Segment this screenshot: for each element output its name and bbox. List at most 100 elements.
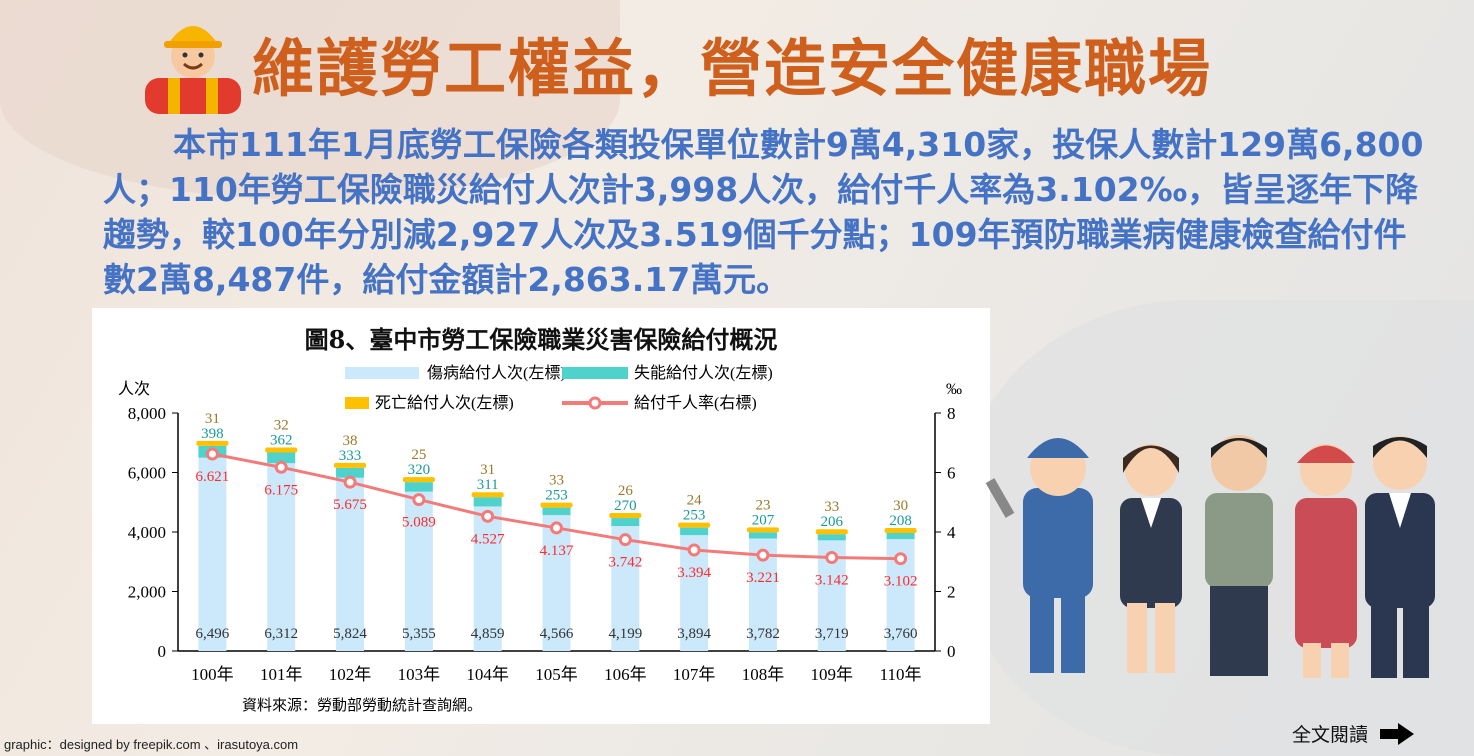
rate-point [825, 551, 839, 565]
data-label-injury: 4,566 [540, 626, 574, 642]
bar-injury [404, 491, 433, 651]
bar-death [334, 462, 367, 468]
data-label-death: 31 [205, 411, 220, 427]
rate-point [894, 552, 908, 566]
page-title: 維護勞工權益，營造安全健康職場 [252, 32, 1213, 105]
data-label-rate: 5.675 [333, 497, 367, 513]
data-label-disability: 253 [545, 488, 568, 504]
data-label-disability: 320 [408, 462, 431, 478]
bar-injury [542, 515, 571, 651]
y-tick-label-right: 4 [947, 523, 956, 542]
bar-death [884, 527, 917, 533]
legend: 傷病給付人次(左標) 失能給付人次(左標) 死亡給付人次(左標) 給付千人率(右… [345, 364, 773, 412]
rate-point [481, 509, 495, 523]
y-tick-label-right: 8 [947, 404, 956, 423]
x-tick-label: 109年 [811, 665, 854, 684]
y-tick-label-left: 8,000 [128, 404, 166, 423]
chart: 傷病給付人次(左標) 失能給付人次(左標) 死亡給付人次(左標) 給付千人率(右… [118, 364, 962, 714]
bar-disability [473, 497, 502, 507]
bar-injury [473, 506, 502, 651]
y-tick-label-left: 0 [158, 642, 167, 661]
rate-point [618, 533, 632, 547]
data-label-disability: 270 [614, 498, 637, 514]
rate-point [205, 447, 219, 461]
legend-swatch-disability [562, 367, 628, 379]
data-label-disability: 311 [477, 477, 499, 493]
y-axis-right-label: ‰ [946, 381, 962, 398]
chart-source: 資料來源：勞動部勞動統計查詢網。 [242, 697, 482, 714]
data-label-disability: 208 [889, 513, 912, 529]
bar-disability [542, 507, 571, 516]
bar-disability [267, 452, 296, 464]
data-label-rate: 4.137 [540, 543, 574, 559]
rate-point [343, 475, 357, 489]
data-label-rate: 3.102 [884, 574, 918, 590]
office-woman-figure [1120, 444, 1182, 673]
y-tick-label-right: 0 [947, 642, 956, 661]
data-label-rate: 6.175 [264, 482, 298, 498]
data-label-rate: 3.742 [608, 555, 642, 571]
bar-disability [404, 482, 433, 492]
bar-death [402, 477, 435, 483]
bar-death [815, 529, 848, 535]
x-tick-label: 103年 [398, 665, 441, 684]
data-label-injury: 3,782 [746, 626, 780, 642]
data-label-rate: 5.089 [402, 515, 436, 531]
data-label-rate: 3.142 [815, 573, 849, 589]
data-label-injury: 4,199 [608, 626, 642, 642]
x-tick-label: 108年 [742, 665, 785, 684]
bar-death [540, 502, 573, 508]
x-tick-label: 105年 [535, 665, 578, 684]
data-label-death: 38 [343, 433, 358, 449]
y-tick-label-left: 2,000 [128, 583, 166, 602]
bar-disability [886, 532, 915, 540]
bar-death [265, 447, 298, 453]
data-label-disability: 398 [201, 426, 224, 442]
bar-death [471, 492, 504, 498]
summary-paragraph: 本市111年1月底勞工保險各類投保單位數計9萬4,310家，投保人數計129萬6… [103, 122, 1433, 302]
legend-label-death: 死亡給付人次(左標) [375, 394, 514, 412]
data-label-rate: 3.394 [677, 565, 711, 581]
read-more-link[interactable]: 全文閱讀 [1292, 720, 1415, 747]
data-label-injury: 5,355 [402, 626, 436, 642]
bar-disability [817, 534, 846, 541]
y-axis-left-label: 人次 [118, 380, 150, 398]
data-label-injury: 3,760 [884, 626, 918, 642]
x-tick-label: 106年 [604, 665, 647, 684]
background-shape [0, 0, 620, 200]
data-label-rate: 4.527 [471, 531, 505, 547]
data-label-injury: 5,824 [333, 626, 367, 642]
read-more-label: 全文閱讀 [1292, 724, 1369, 746]
data-label-death: 24 [687, 493, 703, 509]
data-label-death: 25 [411, 447, 426, 463]
bar-injury [198, 457, 227, 651]
rate-point [756, 548, 770, 562]
x-tick-label: 100年 [191, 665, 234, 684]
y-tick-label-right: 2 [947, 583, 956, 602]
workers-illustration [985, 435, 1435, 678]
data-label-death: 32 [274, 417, 289, 433]
data-label-death: 23 [755, 497, 770, 513]
data-label-death: 30 [893, 498, 908, 514]
x-tick-label: 107年 [673, 665, 716, 684]
data-label-disability: 362 [270, 432, 293, 448]
data-label-disability: 207 [752, 512, 775, 528]
x-tick-label: 102年 [329, 665, 372, 684]
data-label-death: 31 [480, 462, 495, 478]
bar-death [609, 513, 642, 519]
y-tick-label-right: 6 [947, 464, 956, 483]
x-tick-label: 101年 [260, 665, 303, 684]
bar-death [196, 440, 229, 446]
data-label-death: 33 [824, 499, 839, 515]
legend-marker-rate [588, 396, 602, 410]
rate-point [274, 460, 288, 474]
mechanic-figure [985, 438, 1093, 673]
bar-disability [748, 532, 777, 539]
bar-injury [336, 477, 365, 651]
bar-disability [611, 518, 640, 527]
legend-label-rate: 給付千人率(右標) [634, 394, 757, 412]
data-label-injury: 4,859 [471, 626, 505, 642]
apron-woman-figure [1295, 444, 1357, 678]
bar-disability [336, 467, 365, 478]
data-label-disability: 333 [339, 448, 362, 464]
